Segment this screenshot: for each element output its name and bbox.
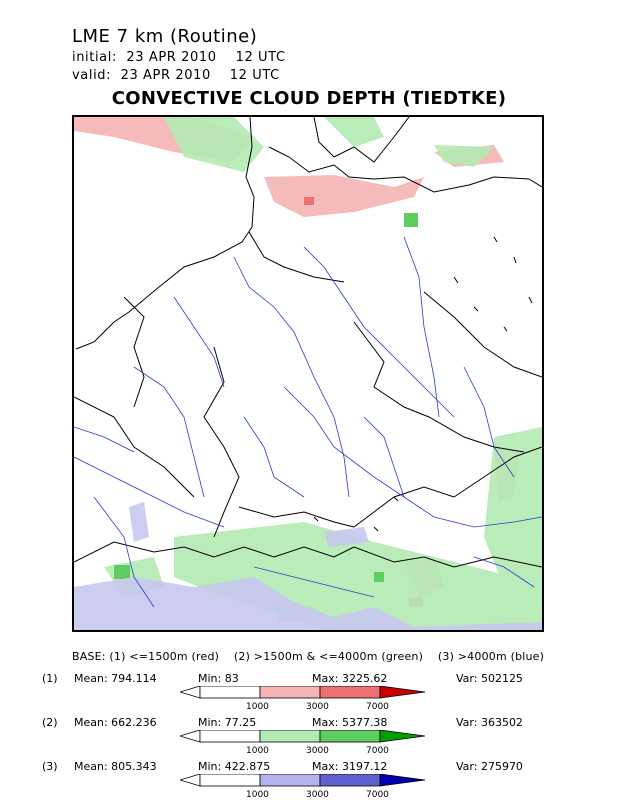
bar-left-arrow xyxy=(180,730,201,743)
stats-row-high: (3) Mean: 805.343 Min: 422.875 Max: 3197… xyxy=(0,760,618,800)
coastlines-borders xyxy=(74,117,542,568)
rivers xyxy=(74,236,542,608)
mean-value: Mean: 794.114 xyxy=(74,672,157,685)
stats-row-low: (1) Mean: 794.114 Min: 83 Max: 3225.62 V… xyxy=(0,672,618,712)
var-value: Var: 275970 xyxy=(456,760,523,773)
min-value: Min: 77.25 xyxy=(198,716,257,729)
bar-seg-1 xyxy=(259,730,321,743)
tick-3000: 3000 xyxy=(306,790,329,798)
tick-3000: 3000 xyxy=(306,746,329,754)
row-label: (2) xyxy=(42,716,58,729)
tick-7000: 7000 xyxy=(366,702,389,710)
tick-7000: 7000 xyxy=(366,746,389,754)
bar-seg-1 xyxy=(259,686,321,699)
color-bar-low: 1000 3000 7000 xyxy=(180,686,426,710)
bar-left-arrow xyxy=(180,686,201,699)
bar-seg-0 xyxy=(199,686,261,699)
bar-seg-1 xyxy=(259,774,321,787)
max-value: Max: 5377.38 xyxy=(312,716,388,729)
var-value: Var: 502125 xyxy=(456,672,523,685)
min-value: Min: 83 xyxy=(198,672,239,685)
tick-1000: 1000 xyxy=(246,702,269,710)
base-legend: BASE: (1) <=1500m (red) (2) >1500m & <=4… xyxy=(72,650,545,663)
max-value: Max: 3225.62 xyxy=(312,672,388,685)
cloud-field-mid-dark xyxy=(114,213,418,582)
mean-value: Mean: 662.236 xyxy=(74,716,157,729)
small-islands xyxy=(313,236,533,532)
bar-seg-0 xyxy=(199,774,261,787)
min-value: Min: 422.875 xyxy=(198,760,271,773)
stats-row-mid: (2) Mean: 662.236 Min: 77.25 Max: 5377.3… xyxy=(0,716,618,756)
tick-7000: 7000 xyxy=(366,790,389,798)
bar-right-arrow xyxy=(379,686,426,699)
bar-right-arrow xyxy=(379,730,426,743)
color-bar-mid: 1000 3000 7000 xyxy=(180,730,426,754)
chart-title: CONVECTIVE CLOUD DEPTH (TIEDTKE) xyxy=(111,88,507,109)
bar-seg-2 xyxy=(319,686,381,699)
tick-1000: 1000 xyxy=(246,746,269,754)
bar-seg-2 xyxy=(319,730,381,743)
cloud-field-high xyxy=(74,502,542,630)
color-bar-high: 1000 3000 7000 xyxy=(180,774,426,798)
bar-seg-0 xyxy=(199,730,261,743)
bar-left-arrow xyxy=(180,774,201,787)
row-label: (1) xyxy=(42,672,58,685)
model-title: LME 7 km (Routine) xyxy=(72,26,258,47)
row-label: (3) xyxy=(42,760,58,773)
bar-right-arrow xyxy=(379,774,426,787)
map-canvas xyxy=(74,117,542,630)
valid-time: valid: 23 APR 2010 12 UTC xyxy=(72,68,280,83)
map-panel xyxy=(72,115,544,632)
tick-1000: 1000 xyxy=(246,790,269,798)
tick-3000: 3000 xyxy=(306,702,329,710)
initial-time: initial: 23 APR 2010 12 UTC xyxy=(72,50,286,65)
max-value: Max: 3197.12 xyxy=(312,760,388,773)
mean-value: Mean: 805.343 xyxy=(74,760,157,773)
bar-seg-2 xyxy=(319,774,381,787)
var-value: Var: 363502 xyxy=(456,716,523,729)
